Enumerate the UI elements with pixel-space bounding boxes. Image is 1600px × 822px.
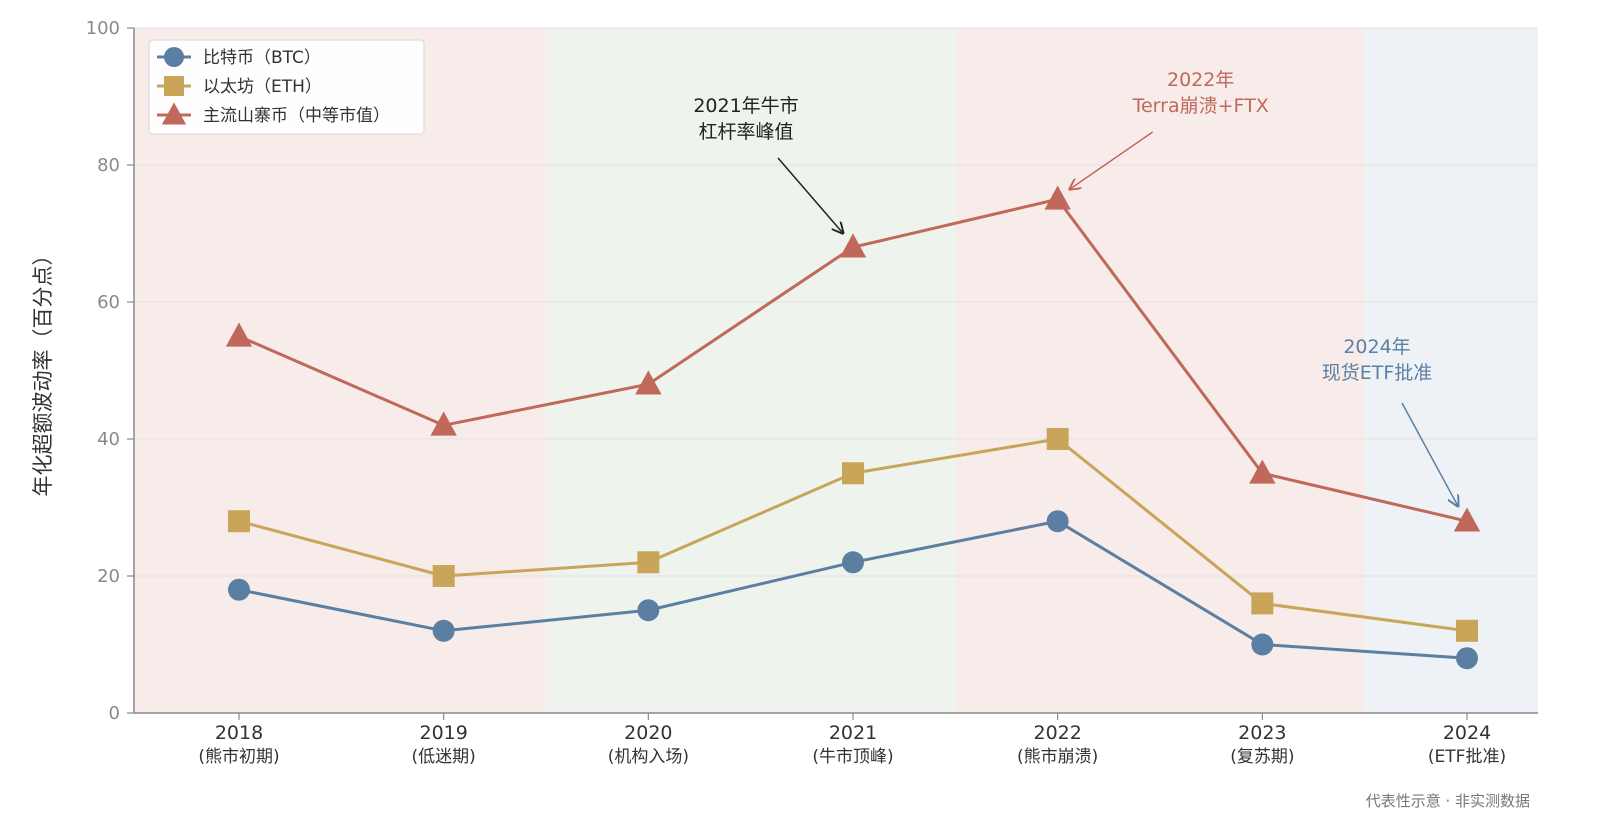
point-2-0 <box>225 322 253 347</box>
x-tick-phase-6: (ETF批准) <box>1428 747 1506 767</box>
point-2-1 <box>430 411 457 436</box>
series-markers <box>225 185 1481 670</box>
x-tick-phase-5: (复苏期) <box>1230 747 1294 767</box>
point-1-5 <box>1251 592 1274 615</box>
annotation-2-line-1: 现货ETF批准 <box>1322 362 1433 384</box>
y-tick-labels: 0 20 40 60 80 100 <box>86 18 120 724</box>
x-tick-phase-1: (低迷期) <box>412 747 476 767</box>
point-0-2 <box>637 599 660 622</box>
y-tick-label-3: 60 <box>97 292 120 313</box>
point-2-6 <box>1453 507 1481 532</box>
point-2-3 <box>839 233 867 258</box>
annotation-2-line-0: 2024年 <box>1343 336 1410 358</box>
point-1-3 <box>842 462 864 485</box>
phase-band-1 <box>546 28 956 713</box>
legend-marker-1 <box>164 76 184 96</box>
phase-bands <box>134 28 1538 713</box>
footnote: 代表性示意 · 非实测数据 <box>1366 792 1530 810</box>
point-0-1 <box>432 619 455 642</box>
y-tick-label-0: 0 <box>109 703 120 724</box>
legend-marker-0 <box>164 47 184 67</box>
legend: 比特币（BTC） 以太坊（ETH） 主流山寨币（中等市值） <box>148 39 425 135</box>
annotation-1-line-0: 2022年 <box>1167 69 1234 91</box>
x-tick-year-2: 2020 <box>624 722 672 744</box>
point-2-5 <box>1249 459 1276 484</box>
x-tick-phase-2: (机构入场) <box>608 747 689 767</box>
point-2-2 <box>635 370 662 395</box>
point-2-4 <box>1044 185 1071 210</box>
annotation-arrow-0 <box>777 157 843 233</box>
legend-label-1: 以太坊（ETH） <box>203 77 322 97</box>
x-tick-year-0: 2018 <box>215 722 263 744</box>
point-0-5 <box>1251 633 1274 656</box>
x-tick-year-4: 2022 <box>1033 722 1081 744</box>
x-tick-phase-0: (熊市初期) <box>198 747 279 767</box>
x-tick-year-3: 2021 <box>829 722 877 744</box>
y-axis-label: 年化超额波动率（百分点） <box>31 245 55 497</box>
x-tick-labels: 2018 (熊市初期) 2019 (低迷期) 2020 (机构入场) 2021 (牛市顶峰) 2… <box>198 713 1506 767</box>
legend-marker-2 <box>161 102 187 125</box>
point-1-2 <box>637 551 660 574</box>
annotation-arrow-1 <box>1070 131 1154 189</box>
annotation-arrow-2 <box>1401 402 1458 506</box>
x-tick-year-5: 2023 <box>1238 722 1286 744</box>
y-tick-label-1: 20 <box>97 566 120 587</box>
point-0-6 <box>1456 647 1478 670</box>
annotation-1-line-1: Terra崩溃+FTX <box>1132 95 1269 117</box>
point-0-4 <box>1046 510 1069 533</box>
legend-label-0: 比特币（BTC） <box>203 48 321 68</box>
legend-label-2: 主流山寨币（中等市值） <box>203 106 390 126</box>
phase-band-3 <box>1364 28 1538 713</box>
point-0-0 <box>228 578 250 601</box>
point-1-0 <box>228 510 250 533</box>
annotation-0-line-1: 杠杆率峰值 <box>698 121 793 143</box>
x-tick-year-6: 2024 <box>1443 722 1491 744</box>
y-tick-label-5: 100 <box>86 18 120 39</box>
x-tick-year-1: 2019 <box>419 722 467 744</box>
phase-band-2 <box>955 28 1365 713</box>
point-1-1 <box>432 565 455 587</box>
x-tick-phase-3: (牛市顶峰) <box>812 747 893 767</box>
axes <box>133 28 1538 714</box>
annotation-0-line-0: 2021年牛市 <box>693 95 798 117</box>
y-tick-label-4: 80 <box>97 155 120 176</box>
x-tick-phase-4: (熊市崩溃) <box>1017 747 1098 767</box>
point-1-4 <box>1046 428 1069 450</box>
y-tick-label-2: 40 <box>97 429 120 450</box>
phase-band-0 <box>134 28 546 713</box>
point-0-3 <box>842 551 864 574</box>
grid-lines <box>127 27 1538 714</box>
point-1-6 <box>1456 619 1478 642</box>
legend-box <box>148 39 425 135</box>
